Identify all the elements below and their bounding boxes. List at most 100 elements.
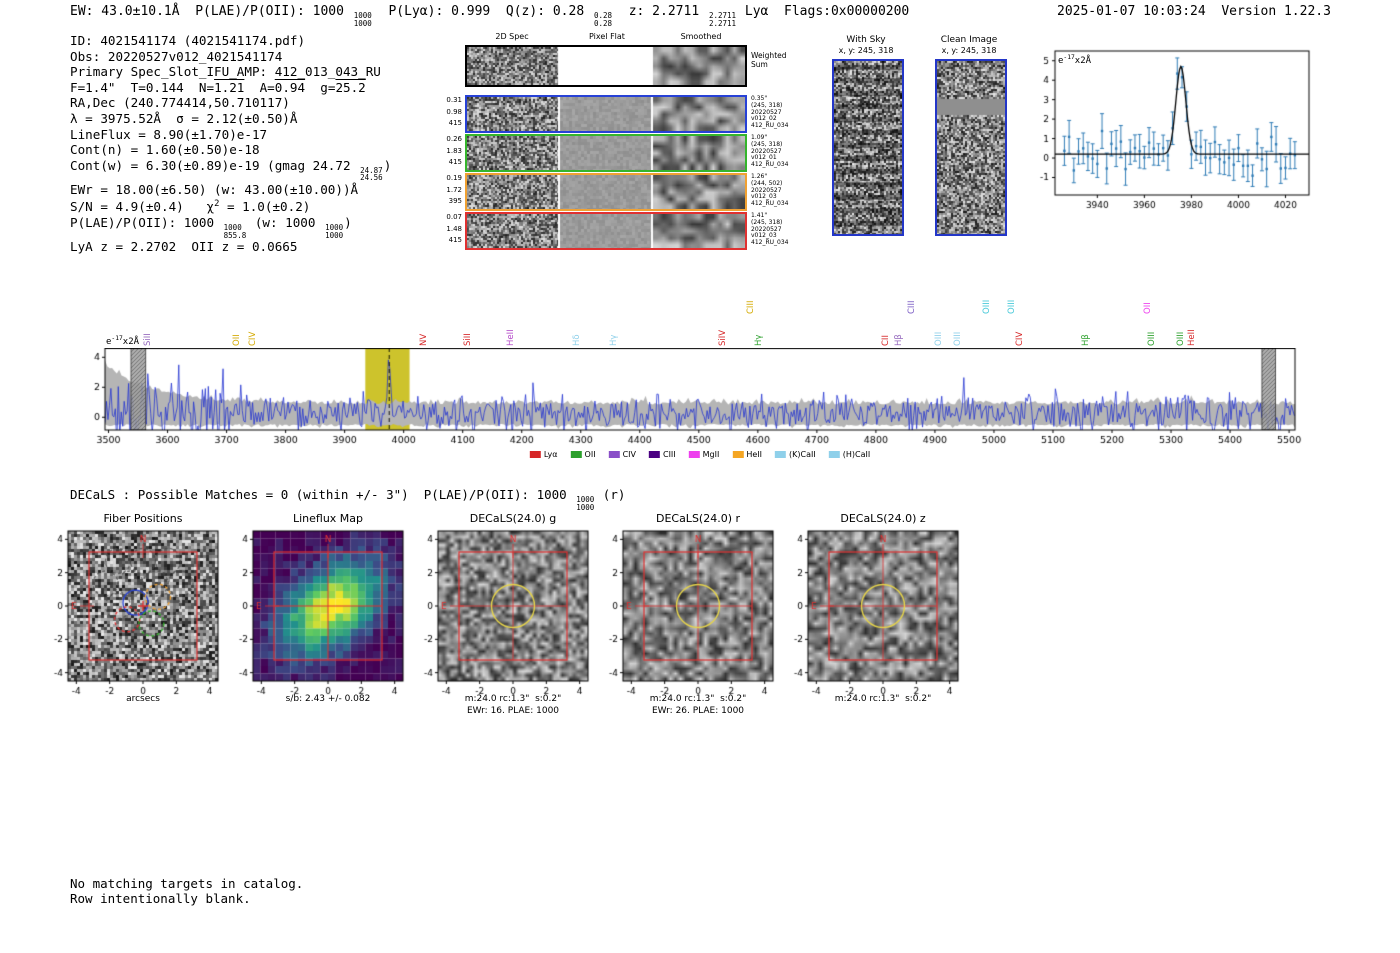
decals-header: DECaLS : Possible Matches = 0 (within +/… (70, 487, 626, 512)
emission-line-label: CII (880, 335, 891, 346)
legend-item: (K)CaII (775, 450, 816, 459)
panel-caption: m:24.0 rc:1.3" s:0.2" (834, 694, 932, 704)
panel-caption: m:24.0 rc:1.3" s:0.2" (649, 694, 747, 704)
spec2d-row-stats: 0.19 1.72 395 (446, 174, 462, 205)
emission-line-label: SiIV (718, 329, 729, 346)
emission-line-label: OII (232, 334, 243, 346)
panel-caption2: EWr: 26. PLAE: 1000 (651, 706, 745, 716)
info-line: Primary Spec_Slot_IFU_AMP: 412_013_043_R… (70, 64, 381, 80)
emission-line-label: CIV (247, 331, 258, 346)
panel-title: DECaLS(24.0) g (469, 512, 557, 525)
withsky-xy: x, y: 245, 318 (838, 46, 894, 55)
emission-line-label: OIII (982, 299, 993, 314)
panel-caption2: EWr: 16. PLAE: 1000 (466, 706, 560, 716)
panel-title: Fiber Positions (103, 512, 183, 525)
panel-image-decals (595, 528, 785, 700)
info-block: ID: 4021541174 (4021541174.pdf) Obs: 2022… (70, 33, 391, 255)
panel-image-decals (410, 528, 600, 700)
info-line: Cont(n) = 1.60(±0.50)e-18 (70, 142, 260, 158)
spec2d-row-annotation: 1.26" (244, 502) 20220527 v012_03 412_RU_034 (751, 173, 789, 208)
legend-item: CIII (648, 450, 676, 459)
linefit-units-label: e-17x2Å (1058, 54, 1092, 66)
legend-item: CIV (608, 450, 636, 459)
spec2d-fiber-cutout (465, 134, 747, 172)
spectrum-legend: Lyα OII CIV CIII MgII HeII (K)CaII (H)CaII (529, 450, 871, 459)
legend-swatch (828, 451, 840, 458)
spec2d-fiber-cutout (465, 173, 747, 211)
info-line: RA,Dec (240.774414,50.710117) (70, 95, 290, 111)
panel-xlabel: arcsecs (126, 694, 160, 704)
weighted-sum-label: Weighted Sum (751, 51, 787, 69)
legend-label: MgII (702, 450, 720, 459)
emission-line-label: Hγ (753, 334, 764, 346)
emission-line-label: Hγ (608, 334, 619, 346)
legend-item: Lyα (529, 450, 558, 459)
withsky-image (832, 59, 904, 236)
panel-image-decals (780, 528, 970, 700)
info-line: Cont(w) = 6.30(±0.89)e-19 (gmag 24.72 24… (70, 157, 392, 183)
col-header-pixelflat: Pixel Flat (589, 32, 625, 41)
legend-swatch (570, 451, 582, 458)
legend-item: MgII (688, 450, 720, 459)
spec2d-row-annotation: 1.09" (245, 318) 20220527 v012_01 412_RU_034 (751, 134, 789, 169)
panel-caption: m:24.0 rc:1.3" s:0.2" (464, 694, 562, 704)
emission-line-label: CIV (1014, 331, 1025, 346)
col-header-smoothed: Smoothed (680, 32, 722, 41)
info-line: LyA z = 2.2702 OII z = 0.0665 (70, 239, 298, 255)
info-line: P(LAE)/P(OII): 1000 1000 855.8 (w: 1000 1… (70, 215, 352, 240)
info-line: LineFlux = 8.90(±1.70)e-17 (70, 126, 268, 142)
spec2d-image (467, 214, 745, 248)
footer-line-2: Row intentionally blank. (70, 891, 251, 906)
legend-swatch (732, 451, 744, 458)
emission-line-label: CIII (745, 300, 756, 314)
legend-swatch (648, 451, 660, 458)
clean-xy: x, y: 245, 318 (941, 46, 997, 55)
spec2d-row-annotation: 1.41" (245, 318) 20220527 v012_03 412_RU_034 (751, 212, 789, 247)
info-line: EWr = 18.00(±6.50) (w: 43.00(±10.00))Å (70, 181, 359, 197)
spec2d-row-stats: 0.31 0.98 415 (446, 96, 462, 127)
emission-line-label: SiII (142, 333, 153, 346)
panel-title: DECaLS(24.0) r (655, 512, 741, 525)
emission-line-label: OIII (1147, 331, 1158, 346)
panel-title: Lineflux Map (292, 512, 364, 525)
emission-line-label: HeII (1187, 329, 1198, 346)
legend-item: OII (570, 450, 596, 459)
panel-title: DECaLS(24.0) z (840, 512, 926, 525)
legend-item: (H)CaII (828, 450, 871, 459)
spec2d-row-stats: 0.07 1.48 415 (446, 213, 462, 244)
footer-line-1: No matching targets in catalog. (70, 876, 304, 891)
legend-label: Lyα (543, 450, 558, 459)
legend-label: CIII (662, 450, 676, 459)
emission-line-label: OIII (1175, 331, 1186, 346)
summary-header: EW: 43.0±10.1Å P(LAE)/P(OII): 1000 1000 1… (70, 4, 910, 28)
spec2d-row-annotation: 0.35" (245, 318) 20220527 v012_02 412_RU_034 (751, 95, 789, 130)
withsky-title: With Sky (846, 35, 886, 45)
emission-line-label: Hδ (572, 334, 583, 346)
spec2d-fiber-cutout (465, 95, 747, 133)
panel-image-fibers (40, 528, 230, 700)
legend-label: CIV (622, 450, 636, 459)
emission-line-label: Hβ (1081, 334, 1092, 346)
emission-line-label: NV (418, 333, 429, 346)
spec2d-image (467, 136, 745, 170)
spec2d-weighted-sum (465, 45, 747, 87)
emission-line-label: OII (1143, 302, 1154, 314)
legend-label: OII (584, 450, 596, 459)
emission-line-label: Hβ (893, 334, 904, 346)
emission-line-label: CIII (907, 300, 918, 314)
legend-item: HeII (732, 450, 762, 459)
emission-line-label: HeII (505, 329, 516, 346)
panel-caption: s/b: 2.43 +/- 0.082 (285, 694, 371, 704)
line-fit-chart (1025, 45, 1317, 227)
info-line: Obs: 20220527v012_4021541174 (70, 48, 283, 64)
legend-swatch (775, 451, 787, 458)
legend-label: (H)CaII (842, 450, 871, 459)
spec2d-fiber-cutout (465, 212, 747, 250)
legend-swatch (608, 451, 620, 458)
info-line: S/N = 4.9(±0.4) χ2 = 1.0(±0.2) (70, 199, 311, 215)
info-line: ID: 4021541174 (4021541174.pdf) (70, 33, 306, 48)
info-line: F=1.4" T=0.144 N=1.21 A=0.94 g=25.2 (70, 79, 366, 95)
spec2d-image (467, 47, 745, 85)
legend-swatch (529, 451, 541, 458)
